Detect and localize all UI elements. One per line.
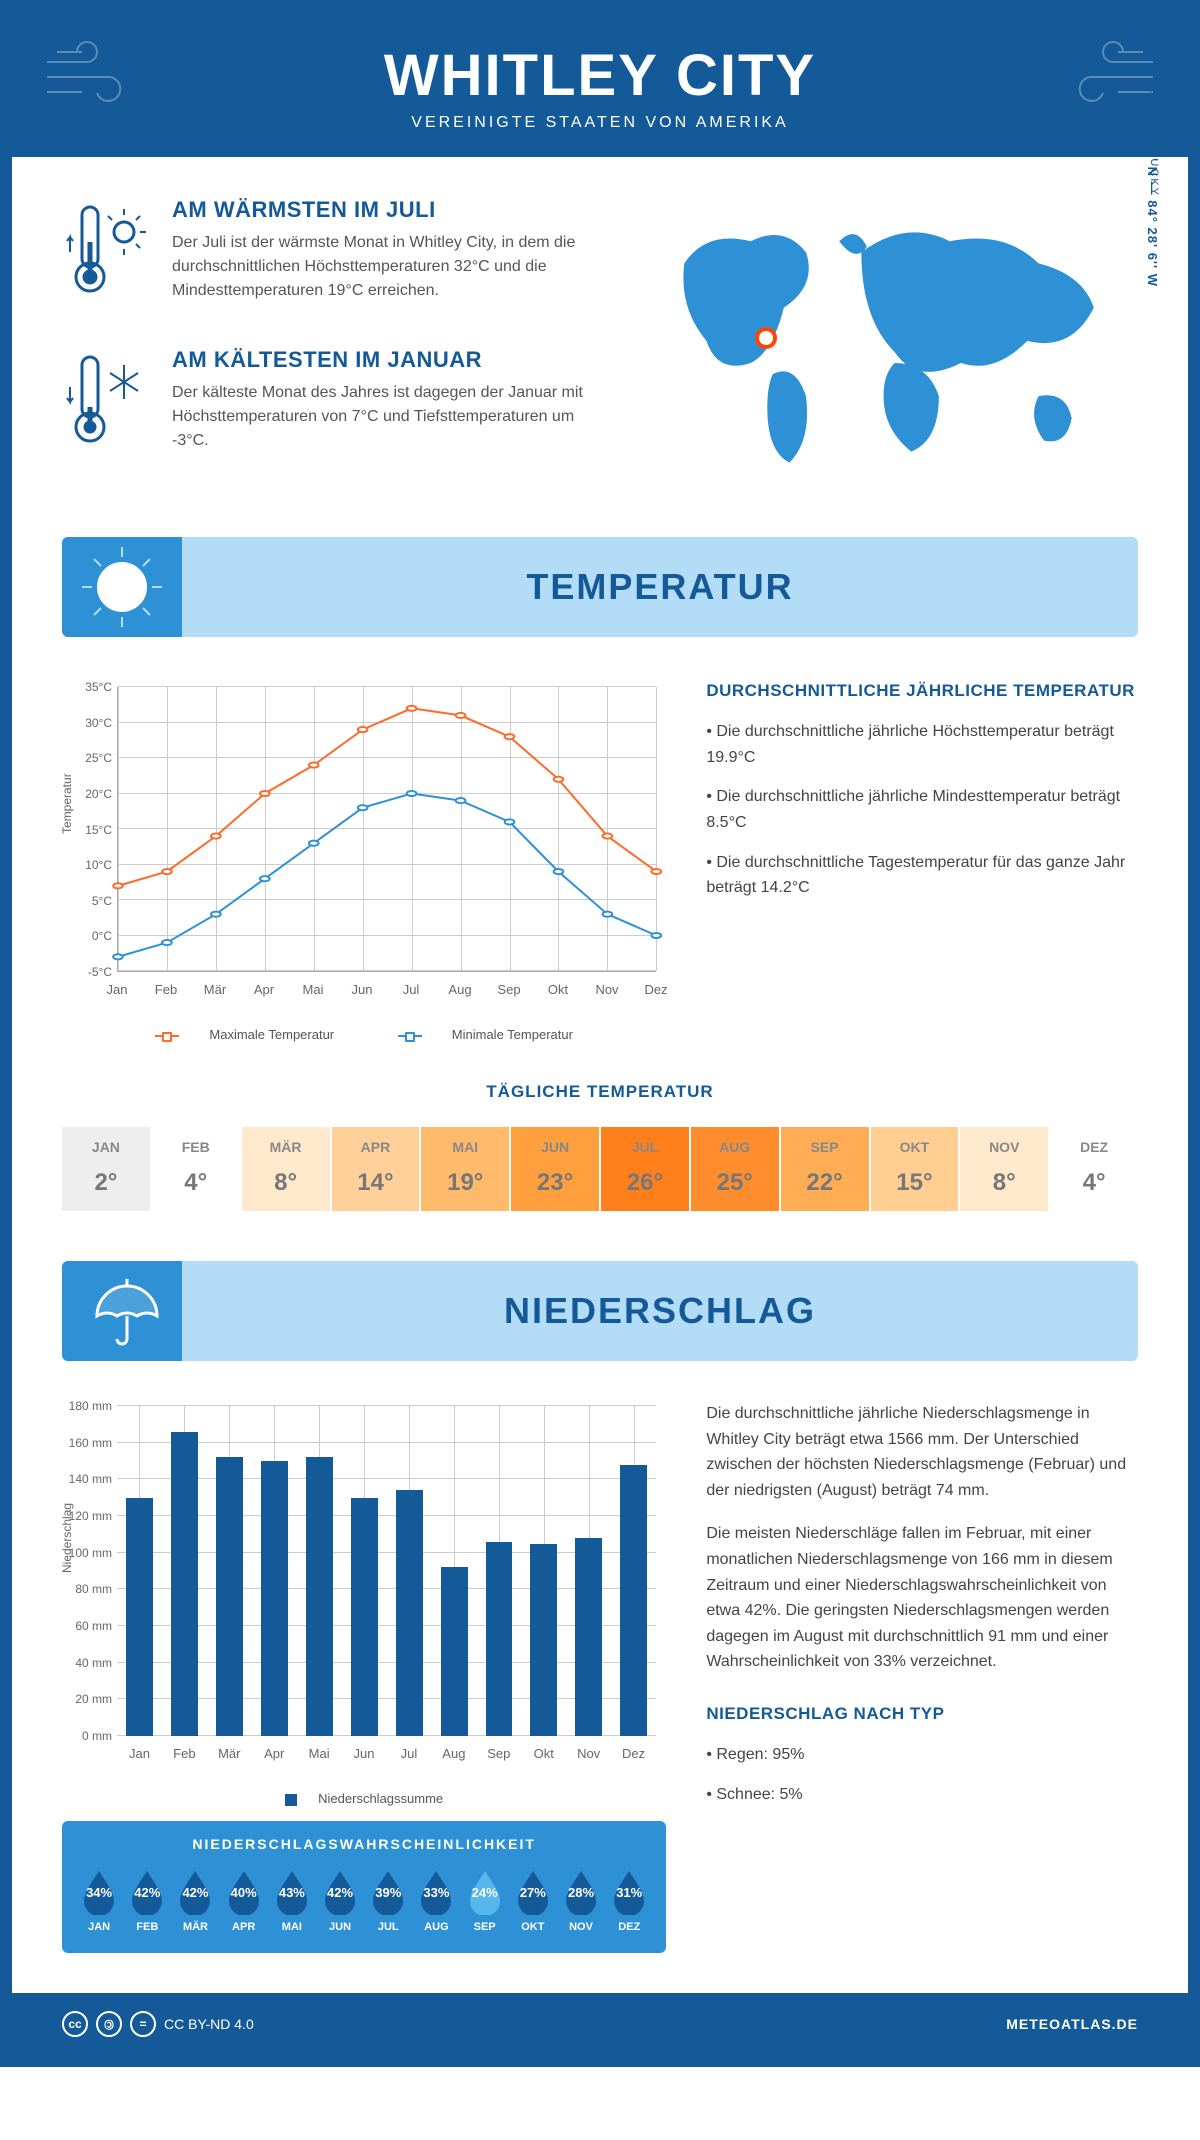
thermometer-cold-icon <box>62 347 152 462</box>
coldest-title: AM KÄLTESTEN IM JANUAR <box>172 347 610 373</box>
daily-temp-cell: SEP22° <box>781 1127 869 1211</box>
page-title: WHITLEY CITY <box>32 42 1168 109</box>
license-label: CC BY-ND 4.0 <box>164 2016 254 2032</box>
precip-prob-cell: 31%DEZ <box>607 1867 651 1933</box>
precip-prob-cell: 27%OKT <box>511 1867 555 1933</box>
temperature-line-chart: Temperatur -5°C0°C5°C10°C15°C20°C25°C30°… <box>62 677 666 1017</box>
raindrop-icon: 34% <box>78 1867 120 1915</box>
precip-prob-cell: 40%APR <box>222 1867 266 1933</box>
chart-legend: Maximale Temperatur Minimale Temperatur <box>62 1027 666 1042</box>
raindrop-icon: 43% <box>271 1867 313 1915</box>
raindrop-icon: 39% <box>367 1867 409 1915</box>
daily-temp-cell: JUL26° <box>601 1127 689 1211</box>
daily-temp-cell: OKT15° <box>871 1127 959 1211</box>
daily-temp-cell: AUG25° <box>691 1127 779 1211</box>
precip-prob-cell: 34%JAN <box>77 1867 121 1933</box>
precip-type-item: • Regen: 95% <box>706 1742 1138 1768</box>
daily-temp-cell: JAN2° <box>62 1127 150 1211</box>
daily-temp-cell: DEZ4° <box>1050 1127 1138 1211</box>
raindrop-icon: 33% <box>415 1867 457 1915</box>
stat-item: • Die durchschnittliche jährliche Höchst… <box>706 719 1138 770</box>
daily-temp-cell: FEB4° <box>152 1127 240 1211</box>
daily-temp-table: JAN2°FEB4°MÄR8°APR14°MAI19°JUN23°JUL26°A… <box>62 1127 1138 1211</box>
chart-legend: Niederschlagssumme <box>62 1791 666 1806</box>
stat-item: • Die durchschnittliche jährliche Mindes… <box>706 784 1138 835</box>
wind-icon <box>1048 37 1158 112</box>
raindrop-icon: 31% <box>608 1867 650 1915</box>
precip-prob-cell: 42%FEB <box>125 1867 169 1933</box>
wind-icon <box>42 37 152 112</box>
raindrop-icon: 24% <box>464 1867 506 1915</box>
precip-paragraph: Die meisten Niederschläge fallen im Febr… <box>706 1521 1138 1675</box>
precip-prob-cell: 42%MÄR <box>173 1867 217 1933</box>
stat-item: • Die durchschnittliche Tagestemperatur … <box>706 850 1138 901</box>
precip-prob-cell: 42%JUN <box>318 1867 362 1933</box>
precip-prob-cell: 24%SEP <box>463 1867 507 1933</box>
thermometer-hot-icon <box>62 197 152 312</box>
precip-prob-title: NIEDERSCHLAGSWAHRSCHEINLICHKEIT <box>77 1836 651 1852</box>
page-subtitle: VEREINIGTE STAATEN VON AMERIKA <box>32 114 1168 132</box>
daily-temp-cell: JUN23° <box>511 1127 599 1211</box>
precip-probability-panel: NIEDERSCHLAGSWAHRSCHEINLICHKEIT 34%JAN42… <box>62 1821 666 1953</box>
precip-type-item: • Schnee: 5% <box>706 1782 1138 1808</box>
raindrop-icon: 27% <box>512 1867 554 1915</box>
by-icon: 🄯 <box>96 2011 122 2037</box>
precip-prob-cell: 39%JUL <box>366 1867 410 1933</box>
sun-icon <box>62 537 182 637</box>
daily-temp-cell: MAI19° <box>421 1127 509 1211</box>
brand-label: METEOATLAS.DE <box>1006 2016 1138 2032</box>
footer: cc 🄯 = CC BY-ND 4.0 METEOATLAS.DE <box>12 1993 1188 2055</box>
raindrop-icon: 42% <box>319 1867 361 1915</box>
raindrop-icon: 42% <box>126 1867 168 1915</box>
raindrop-icon: 40% <box>223 1867 265 1915</box>
warmest-text: Der Juli ist der wärmste Monat in Whitle… <box>172 231 610 303</box>
daily-temp-title: TÄGLICHE TEMPERATUR <box>62 1082 1138 1102</box>
precip-paragraph: Die durchschnittliche jährliche Niedersc… <box>706 1401 1138 1503</box>
section-title: TEMPERATUR <box>182 566 1138 608</box>
precip-bar-chart: Niederschlag 0 mm20 mm40 mm60 mm80 mm100… <box>62 1401 666 1781</box>
warmest-block: AM WÄRMSTEN IM JULI Der Juli ist der wär… <box>62 197 610 312</box>
daily-temp-cell: MÄR8° <box>242 1127 330 1211</box>
coords-label: 36° 43' 36'' N — 84° 28' 6'' W <box>1145 85 1160 287</box>
umbrella-icon <box>62 1261 182 1361</box>
raindrop-icon: 42% <box>174 1867 216 1915</box>
warmest-title: AM WÄRMSTEN IM JULI <box>172 197 610 223</box>
precip-prob-cell: 43%MAI <box>270 1867 314 1933</box>
section-title: NIEDERSCHLAG <box>182 1290 1138 1332</box>
section-banner-precip: NIEDERSCHLAG <box>62 1261 1138 1361</box>
location-marker-icon <box>755 327 777 349</box>
precip-prob-cell: 28%NOV <box>559 1867 603 1933</box>
cc-icon: cc <box>62 2011 88 2037</box>
stats-title: DURCHSCHNITTLICHE JÄHRLICHE TEMPERATUR <box>706 677 1138 704</box>
precip-type-title: NIEDERSCHLAG NACH TYP <box>706 1700 1138 1727</box>
raindrop-icon: 28% <box>560 1867 602 1915</box>
precip-prob-cell: 33%AUG <box>414 1867 458 1933</box>
world-map-icon <box>640 197 1138 490</box>
daily-temp-cell: NOV8° <box>960 1127 1048 1211</box>
header-banner: WHITLEY CITY VEREINIGTE STAATEN VON AMER… <box>12 12 1188 157</box>
section-banner-temperature: TEMPERATUR <box>62 537 1138 637</box>
nd-icon: = <box>130 2011 156 2037</box>
daily-temp-cell: APR14° <box>332 1127 420 1211</box>
coldest-block: AM KÄLTESTEN IM JANUAR Der kälteste Mona… <box>62 347 610 462</box>
coldest-text: Der kälteste Monat des Jahres ist dagege… <box>172 381 610 453</box>
